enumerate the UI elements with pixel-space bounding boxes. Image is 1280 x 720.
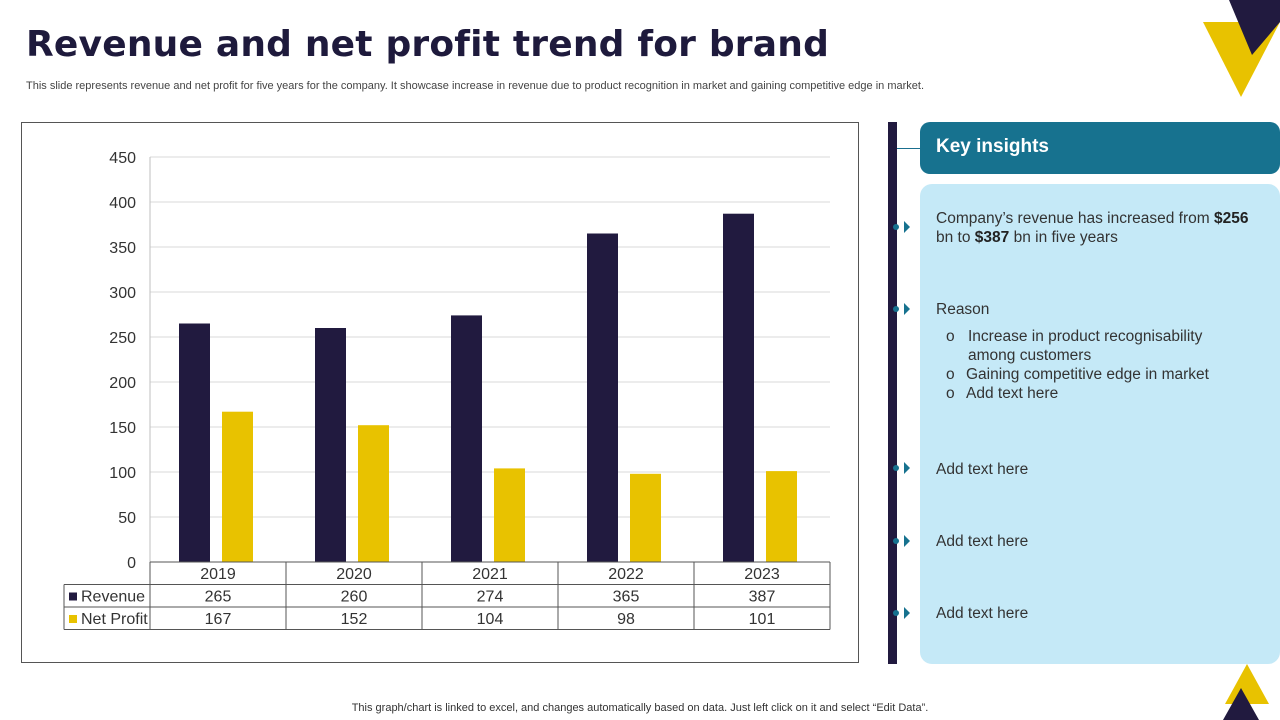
insight-placeholder[interactable]: Add text here <box>936 461 1029 478</box>
bar-net-profit <box>222 411 253 562</box>
legend-label: Net Profit <box>81 611 148 628</box>
legend-label: Revenue <box>81 589 145 606</box>
bar-net-profit <box>358 425 389 562</box>
y-tick-label: 150 <box>109 420 136 437</box>
key-insights-header: Key insights <box>920 122 1280 174</box>
page-subtitle: This slide represents revenue and net pr… <box>26 80 925 92</box>
bar-revenue <box>587 233 618 562</box>
insight-marker-icon <box>893 535 910 547</box>
insight-marker-icon <box>893 607 910 619</box>
footer-note: This graph/chart is linked to excel, and… <box>351 702 929 714</box>
reason-point: o Gaining competitive edge in market <box>946 366 1209 383</box>
page-title: Revenue and net profit trend for brand <box>26 24 830 65</box>
x-category-label: 2021 <box>472 566 508 583</box>
corner-triangles-bottom <box>1223 664 1269 720</box>
x-category-label: 2020 <box>336 566 372 583</box>
insight-placeholder[interactable]: Add text here <box>936 533 1029 550</box>
data-table-value: 274 <box>477 589 504 606</box>
y-tick-label: 450 <box>109 150 136 167</box>
key-insights-panel <box>920 184 1280 664</box>
y-tick-label: 250 <box>109 330 136 347</box>
insight-revenue-growth: Company’s revenue has increased from $25… <box>936 210 1249 246</box>
bar-revenue <box>723 213 754 562</box>
bar-net-profit <box>494 468 525 562</box>
data-table-value: 365 <box>613 589 640 606</box>
chart-container[interactable]: 0 50 100 150 200 250 300 350 400 450 2019 2020 2021 2… <box>21 122 859 663</box>
data-table-value: 260 <box>341 589 368 606</box>
y-tick-label: 200 <box>109 375 136 392</box>
insight-marker-icon <box>893 221 910 233</box>
y-tick-label: 50 <box>118 510 136 527</box>
x-category-label: 2022 <box>608 566 644 583</box>
y-tick-label: 100 <box>109 465 136 482</box>
corner-triangles-top <box>1203 0 1280 97</box>
insights-connector-line <box>897 148 921 149</box>
reason-point-continued: among customers <box>968 347 1092 364</box>
x-category-label: 2019 <box>200 566 236 583</box>
data-table-value: 101 <box>749 611 776 628</box>
data-table-value: 104 <box>477 611 504 628</box>
bar-net-profit <box>766 471 797 562</box>
data-table-value: 152 <box>341 611 368 628</box>
insights-vertical-bar <box>888 122 897 664</box>
reason-point: o Add text here <box>946 385 1059 402</box>
legend-swatch <box>69 615 77 623</box>
bar-revenue <box>451 315 482 562</box>
y-tick-label: 350 <box>109 240 136 257</box>
data-table-value: 98 <box>617 611 635 628</box>
bar-revenue <box>179 323 210 562</box>
insight-marker-icon <box>893 303 910 315</box>
y-tick-label: 300 <box>109 285 136 302</box>
y-tick-label: 400 <box>109 195 136 212</box>
data-table-value: 265 <box>205 589 232 606</box>
reason-point: o Increase in product recognisability <box>946 328 1203 345</box>
legend-swatch <box>69 592 77 601</box>
x-category-label: 2023 <box>744 566 780 583</box>
bar-chart: 0 50 100 150 200 250 300 350 400 450 2019 2020 2021 2… <box>63 150 831 630</box>
data-table-value: 387 <box>749 589 776 606</box>
insight-marker-icon <box>893 462 910 474</box>
bar-revenue <box>315 328 346 562</box>
y-tick-label: 0 <box>127 555 136 572</box>
insight-reason-label: Reason <box>936 301 990 318</box>
bar-net-profit <box>630 473 661 562</box>
data-table-value: 167 <box>205 611 232 628</box>
insight-placeholder[interactable]: Add text here <box>936 605 1029 622</box>
